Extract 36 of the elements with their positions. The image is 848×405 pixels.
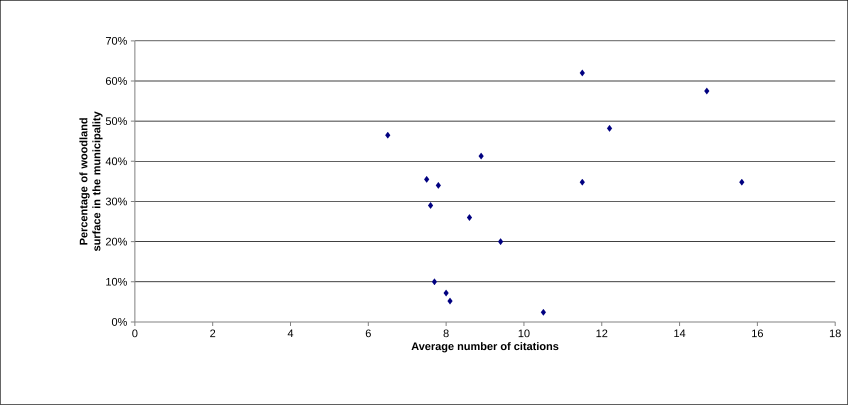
y-tick-label: 70%	[106, 37, 127, 45]
point	[447, 298, 453, 305]
y-tick-label: 40%	[106, 158, 127, 166]
y-tick-label: 10%	[106, 278, 127, 286]
x-tick-label: 10	[518, 330, 530, 338]
point	[436, 182, 441, 189]
x-tick-label: 18	[830, 330, 841, 338]
point	[385, 132, 390, 139]
y-tick-label: 0%	[112, 318, 127, 326]
point	[424, 176, 430, 183]
point	[428, 202, 434, 209]
point	[739, 178, 744, 186]
point	[466, 214, 472, 222]
point	[444, 290, 449, 297]
point	[478, 152, 484, 160]
x-tick-label: 14	[674, 330, 686, 338]
x-tick-label: 2	[210, 330, 216, 338]
x-tick-label: 6	[366, 330, 371, 338]
y-tick-label: 30%	[106, 198, 127, 206]
x-axis-title: Average number of citations	[411, 342, 558, 352]
x-tick-label: 4	[288, 330, 294, 338]
y-axis-title: Percentage of woodland surface in the municipality	[79, 112, 103, 252]
x-tick-label: 16	[752, 330, 763, 338]
x-tick-label: 12	[596, 330, 608, 338]
point	[432, 278, 438, 286]
x-tick-label: 0	[132, 330, 138, 338]
point	[580, 178, 585, 186]
x-tick-label: 8	[444, 330, 449, 338]
y-tick-label: 50%	[106, 117, 127, 126]
point	[704, 88, 710, 95]
point	[580, 70, 585, 76]
point	[540, 309, 546, 316]
y-tick-label: 60%	[106, 77, 127, 85]
y-tick-label: 20%	[106, 238, 127, 246]
point	[606, 125, 612, 132]
point	[498, 238, 504, 246]
